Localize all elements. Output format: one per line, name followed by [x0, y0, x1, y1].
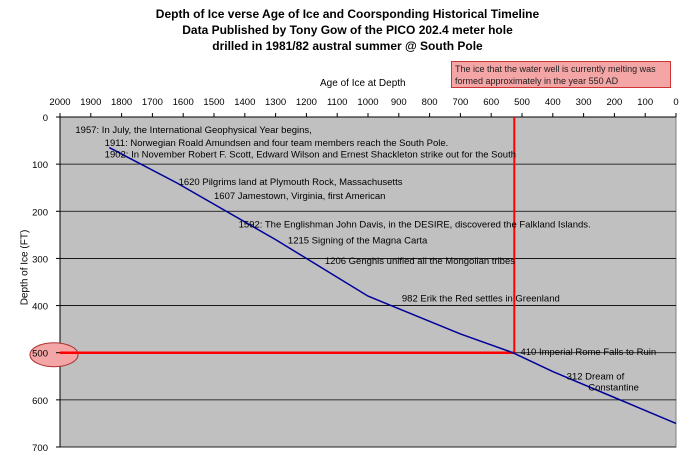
x-tick-label: 1700	[142, 97, 163, 108]
y-tick-label: 300	[32, 254, 48, 265]
timeline-annotation: 410 Imperial Rome Falls to Ruin	[520, 347, 656, 358]
callout-note: The ice that the water well is currently…	[451, 61, 671, 88]
timeline-annotation: 1957: In July, the International Geophys…	[75, 125, 311, 136]
x-tick-label: 200	[606, 97, 622, 108]
y-tick-label: 200	[32, 207, 48, 218]
timeline-annotation: 312 Dream of	[567, 371, 625, 382]
timeline-annotation: 1911: Norwegian Roald Amundsen and four …	[105, 138, 449, 149]
x-tick-label: 800	[422, 97, 438, 108]
plot-area	[59, 116, 677, 448]
timeline-annotation: 1620 Pilgrims land at Plymouth Rock, Mas…	[179, 177, 403, 188]
timeline-annotation: 1215 Signing of the Magna Carta	[288, 236, 428, 247]
x-tick-label: 900	[391, 97, 407, 108]
x-tick-label: 1800	[111, 97, 132, 108]
y-tick-label: 0	[43, 113, 48, 124]
x-tick-label: 600	[483, 97, 499, 108]
x-tick-label: 1500	[203, 97, 224, 108]
highlight-ellipse	[29, 342, 79, 368]
x-tick-label: 2000	[49, 97, 70, 108]
x-tick-label: 1200	[296, 97, 317, 108]
x-tick-label: 700	[452, 97, 468, 108]
chart-title-line-3: drilled in 1981/82 austral summer @ Sout…	[212, 39, 483, 53]
y-tick-label: 500	[32, 349, 48, 360]
y-tick-label: 700	[32, 443, 48, 454]
y-tick-label: 100	[32, 160, 48, 171]
series-line	[108, 146, 677, 425]
x-tick-label: 1400	[234, 97, 255, 108]
x-tick-label: 500	[514, 97, 530, 108]
x-tick-label: 400	[545, 97, 561, 108]
chart-title-line-1: Depth of Ice verse Age of Ice and Coorsp…	[155, 7, 540, 21]
timeline-annotation: 1902: In November Robert F. Scott, Edwar…	[105, 150, 516, 161]
chart-title-line-2: Data Published by Tony Gow of the PICO 2…	[182, 23, 513, 37]
y-tick-label: 600	[32, 396, 48, 407]
x-tick-label: 1600	[173, 97, 194, 108]
y-tick-label: 400	[32, 302, 48, 313]
x-tick-label: 300	[576, 97, 592, 108]
x-tick-label: 100	[637, 97, 653, 108]
x-tick-label: 1900	[80, 97, 101, 108]
timeline-annotation: 1206 Genghis unified all the Mongolian t…	[325, 256, 515, 267]
x-tick-label: 1100	[327, 97, 347, 108]
x-tick-label: 1300	[265, 97, 286, 108]
timeline-annotation: Constantine	[588, 383, 639, 394]
x-axis-title: Age of Ice at Depth	[320, 78, 406, 89]
x-tick-label: 1000	[357, 97, 378, 108]
timeline-annotation: 1607 Jamestown, Virginia, first American	[214, 191, 385, 202]
timeline-annotation: 1592: The Englishman John Davis, in the …	[239, 219, 591, 230]
timeline-annotation: 982 Erik the Red settles in Greenland	[402, 294, 560, 305]
x-tick-label: 0	[673, 97, 678, 108]
